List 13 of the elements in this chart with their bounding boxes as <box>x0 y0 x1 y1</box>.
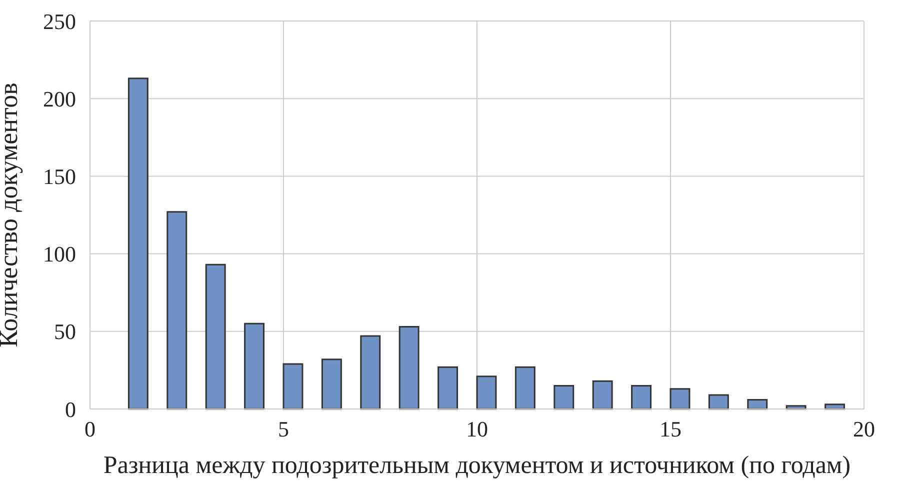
y-tick-label: 200 <box>43 86 76 112</box>
x-tick-label: 20 <box>853 416 875 442</box>
x-tick-label: 5 <box>278 416 289 442</box>
y-tick-label: 100 <box>43 242 76 267</box>
y-axis-title: Количество документов <box>0 82 24 348</box>
y-tick-label: 50 <box>54 319 76 344</box>
y-tick-label: 0 <box>65 396 76 422</box>
y-tick-label: 250 <box>43 8 76 34</box>
x-tick-label: 15 <box>660 416 682 442</box>
x-tick-label: 0 <box>84 416 96 442</box>
x-axis-title: Разница между подозрительным документом и источником (по годам) <box>103 452 851 479</box>
y-tick-label: 150 <box>43 164 76 190</box>
x-tick-label: 10 <box>466 416 488 442</box>
